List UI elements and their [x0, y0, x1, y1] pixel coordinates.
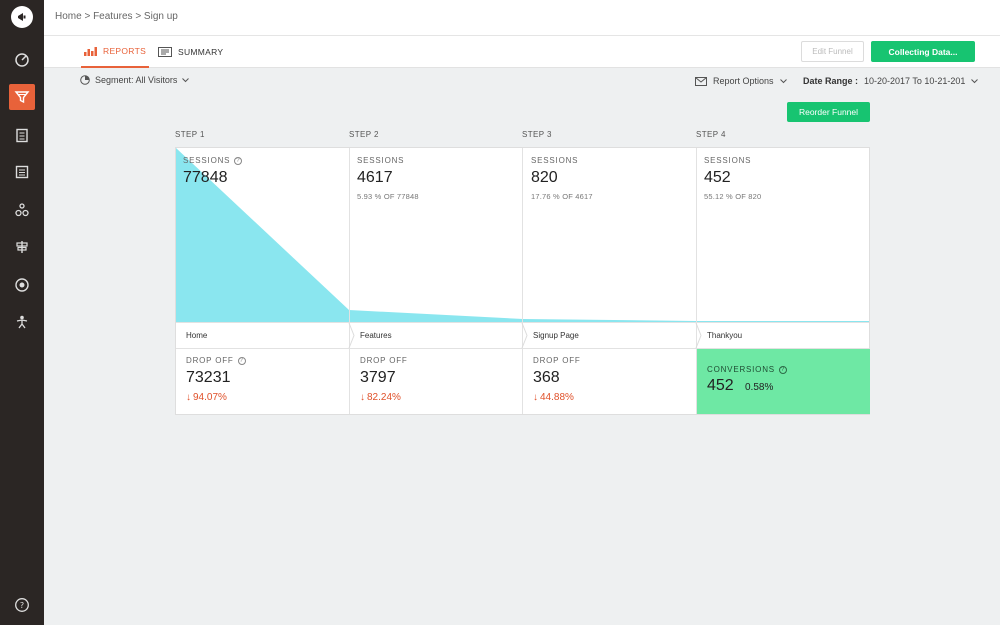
arrow-down-icon: ↓: [360, 392, 365, 403]
signpost-icon[interactable]: [9, 234, 35, 260]
envelope-icon: [695, 76, 707, 86]
chevron-down-icon: [971, 78, 979, 83]
conversions-percent: 0.58%: [745, 382, 774, 393]
help-icon[interactable]: ?: [9, 592, 35, 618]
sessions-title: SESSIONS: [704, 156, 752, 165]
drop-off-percent-value: 44.88%: [540, 392, 574, 403]
date-range-label: Date Range :: [803, 76, 859, 86]
page-name: Features: [360, 331, 392, 340]
tabs-bar: REPORTS SUMMARY Edit Funnel Collecting D…: [44, 36, 1000, 68]
drop-off-percent: ↓ 44.88%: [533, 392, 574, 403]
step-label: STEP 2: [349, 130, 379, 139]
chevron-down-icon: [182, 77, 190, 82]
drop-off-title-text: DROP OFF: [186, 356, 234, 365]
page-name: Home: [186, 331, 208, 340]
dashboard-icon[interactable]: [9, 47, 35, 73]
document-icon: [158, 47, 172, 57]
top-bar: Home > Features > Sign up: [44, 0, 1000, 36]
arrow-down-icon: ↓: [533, 392, 538, 403]
help-icon[interactable]: ?: [778, 365, 787, 374]
drop-off-title: DROP OFF: [533, 356, 581, 365]
drop-off-title: DROP OFF: [360, 356, 408, 365]
tab-summary[interactable]: SUMMARY: [158, 36, 223, 68]
edit-funnel-button[interactable]: Edit Funnel: [801, 41, 864, 62]
drop-off-title: DROP OFF ?: [186, 356, 246, 365]
sessions-percent: 5.93 % OF 77848: [357, 192, 419, 201]
step-label: STEP 4: [696, 130, 726, 139]
step-label: STEP 3: [522, 130, 552, 139]
flow-icon[interactable]: [9, 197, 35, 223]
sessions-title-text: SESSIONS: [183, 156, 231, 165]
reorder-funnel-button[interactable]: Reorder Funnel: [787, 102, 870, 122]
step-chevrons: [348, 323, 702, 348]
drop-off-percent: ↓ 94.07%: [186, 392, 227, 403]
megaphone-logo-icon[interactable]: [11, 6, 33, 28]
sessions-title: SESSIONS: [357, 156, 405, 165]
help-icon[interactable]: ?: [237, 356, 246, 365]
funnel-icon[interactable]: [9, 84, 35, 110]
conversions-panel: CONVERSIONS ? 452 0.58%: [697, 349, 870, 414]
list-icon[interactable]: [9, 159, 35, 185]
conversions-count: 452: [707, 377, 734, 394]
drop-off-percent-value: 94.07%: [193, 392, 227, 403]
drop-off-count: 3797: [360, 369, 396, 386]
funnel-area: [176, 148, 869, 322]
drop-off-count: 73231: [186, 369, 231, 386]
drop-off-count: 368: [533, 369, 560, 386]
segment-dropdown[interactable]: Segment: All Visitors: [80, 75, 190, 85]
report-options-dropdown[interactable]: Report Options: [695, 76, 787, 86]
funnel-chart: SESSIONS ? 77848 SESSIONS 4617 5.93 % OF…: [175, 147, 870, 415]
report-options-label: Report Options: [713, 76, 774, 86]
tab-reports[interactable]: REPORTS: [81, 36, 150, 68]
step-label: STEP 1: [175, 130, 205, 139]
tab-reports-label: REPORTS: [103, 46, 147, 56]
sessions-count: 77848: [183, 169, 228, 186]
collecting-data-button[interactable]: Collecting Data...: [871, 41, 975, 62]
breadcrumb[interactable]: Home > Features > Sign up: [55, 11, 178, 22]
arrow-down-icon: ↓: [186, 392, 191, 403]
sessions-percent: 17.76 % OF 4617: [531, 192, 593, 201]
sessions-count: 452: [704, 169, 731, 186]
chevron-down-icon: [779, 78, 787, 83]
conversions-title: CONVERSIONS ?: [707, 365, 787, 374]
date-range-value: 10-20-2017 To 10-21-201: [864, 76, 966, 86]
sessions-percent: 55.12 % OF 820: [704, 192, 762, 201]
svg-text:?: ?: [20, 601, 24, 610]
page-name: Signup Page: [533, 331, 579, 340]
sessions-title: SESSIONS ?: [183, 156, 243, 165]
segment-label: Segment: All Visitors: [95, 75, 178, 85]
clipboard-icon[interactable]: [9, 122, 35, 148]
conversions-title-text: CONVERSIONS: [707, 365, 775, 374]
drop-off-percent: ↓ 82.24%: [360, 392, 401, 403]
date-range-picker[interactable]: Date Range : 10-20-2017 To 10-21-201: [803, 76, 979, 86]
page-name: Thankyou: [707, 331, 743, 340]
drop-off-percent-value: 82.24%: [367, 392, 401, 403]
sessions-count: 820: [531, 169, 558, 186]
sessions-title: SESSIONS: [531, 156, 579, 165]
sidebar: ?: [0, 0, 44, 625]
pie-chart-icon: [80, 75, 90, 85]
sessions-count: 4617: [357, 169, 393, 186]
person-icon[interactable]: [9, 309, 35, 335]
tab-summary-label: SUMMARY: [178, 47, 224, 57]
help-icon[interactable]: ?: [234, 156, 243, 165]
bar-chart-icon: [84, 47, 97, 56]
record-icon[interactable]: [9, 272, 35, 298]
